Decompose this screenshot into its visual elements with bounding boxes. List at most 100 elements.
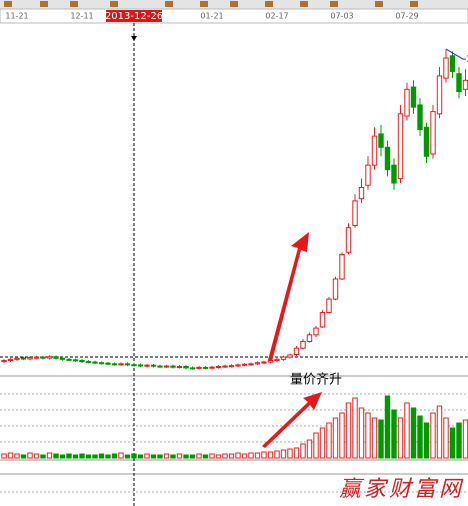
volume-bar	[137, 454, 144, 459]
volume-bar	[404, 402, 410, 459]
volume-bar	[144, 453, 150, 459]
volume-bar	[456, 422, 462, 459]
volume-bar	[280, 449, 287, 459]
volume-bar	[33, 453, 40, 459]
candle-body	[228, 365, 235, 368]
candle-body	[365, 164, 371, 186]
candle-body	[462, 79, 468, 90]
volume-bar	[14, 453, 20, 459]
candle-body	[202, 366, 209, 369]
candle-body	[287, 354, 293, 358]
volume-bar	[306, 439, 313, 459]
candle-body	[410, 86, 417, 108]
volume-bar	[358, 407, 365, 459]
volume-bar	[339, 412, 345, 459]
date-highlight	[106, 10, 162, 22]
candle-body	[33, 356, 40, 359]
volume-bar	[46, 452, 53, 459]
candle-body	[105, 362, 111, 365]
candle-body	[189, 367, 196, 370]
candle-body	[358, 187, 365, 200]
candle-body	[371, 135, 378, 166]
candle-body	[59, 357, 66, 360]
candle-body	[345, 227, 352, 253]
x-tick-label: 11-21	[5, 12, 28, 21]
candle-body	[124, 363, 131, 366]
candle-body	[40, 356, 46, 359]
candle-body	[417, 104, 423, 130]
candle-body	[66, 358, 72, 361]
candle-body	[150, 364, 157, 367]
volume-bar	[423, 422, 430, 459]
candle-body	[332, 278, 339, 300]
candle-body	[274, 358, 280, 361]
candle-body	[436, 75, 443, 115]
volume-bar	[462, 419, 468, 459]
marks: 11-21 12-11 2013-12-26 01-21 02-17 07-03 07-29…	[1, 10, 468, 506]
candle-body	[456, 73, 462, 93]
candle-body	[7, 358, 14, 361]
candle-body	[339, 253, 345, 280]
candle-body	[449, 55, 456, 72]
volume-bar	[300, 443, 306, 459]
volume-bar	[92, 454, 98, 459]
volume-bar	[118, 452, 124, 459]
candle-body	[79, 359, 85, 363]
candle-body	[222, 365, 228, 368]
volume-bar	[248, 452, 254, 459]
volume-bar	[163, 453, 170, 459]
annotation: 量价齐升	[290, 372, 342, 388]
candle-body	[397, 113, 404, 180]
candle-body	[157, 365, 163, 368]
volume-bar	[59, 454, 66, 459]
volume-bar	[443, 417, 449, 459]
volume-bar	[235, 452, 241, 459]
candle-body	[72, 359, 79, 362]
candle-body	[118, 363, 124, 366]
x-tick-label: 07-03	[330, 12, 353, 21]
candle-body	[352, 200, 358, 226]
candle-body	[423, 126, 430, 157]
volume-bar	[430, 412, 436, 459]
candle-body	[53, 356, 59, 359]
volume-bar	[150, 454, 157, 459]
volume-bar	[449, 427, 456, 459]
candle-body	[254, 362, 261, 365]
x-tick-label: 07-29	[395, 12, 418, 21]
candle-body	[209, 366, 215, 369]
volume-grid	[0, 393, 468, 443]
volume-bar	[313, 432, 319, 459]
volume-bar	[436, 405, 443, 459]
volume-bar	[222, 453, 228, 459]
volume-bar	[371, 417, 378, 459]
volume-bar	[131, 453, 137, 459]
candle-body	[378, 133, 384, 148]
candle-body	[20, 357, 27, 360]
volume-bar	[1, 453, 7, 459]
candle-body	[326, 298, 332, 314]
volume-bar	[170, 454, 176, 459]
volume-bar	[287, 448, 293, 459]
volume-bar	[53, 453, 59, 459]
candle-body	[46, 356, 53, 359]
x-tick-label: 01-21	[200, 12, 223, 21]
candle-body	[92, 361, 98, 364]
volume-bar	[209, 453, 215, 459]
volume-bar	[228, 453, 235, 459]
x-tick-label: 12-11	[70, 12, 93, 21]
candle-body	[27, 357, 33, 360]
volume-bar	[293, 447, 300, 459]
volume-bar	[384, 395, 391, 459]
crosshair-marker	[131, 36, 137, 41]
volume-bar	[98, 453, 105, 459]
volume-bar	[254, 452, 261, 459]
candle-body	[163, 365, 170, 368]
volume-bar	[111, 453, 118, 459]
candle-body	[196, 366, 202, 369]
volume-bar	[79, 453, 85, 459]
volume-bar	[410, 407, 417, 459]
volume-bar	[261, 451, 267, 459]
volume-bar	[326, 422, 332, 459]
candle-body	[319, 312, 326, 328]
candle-body	[241, 363, 248, 366]
